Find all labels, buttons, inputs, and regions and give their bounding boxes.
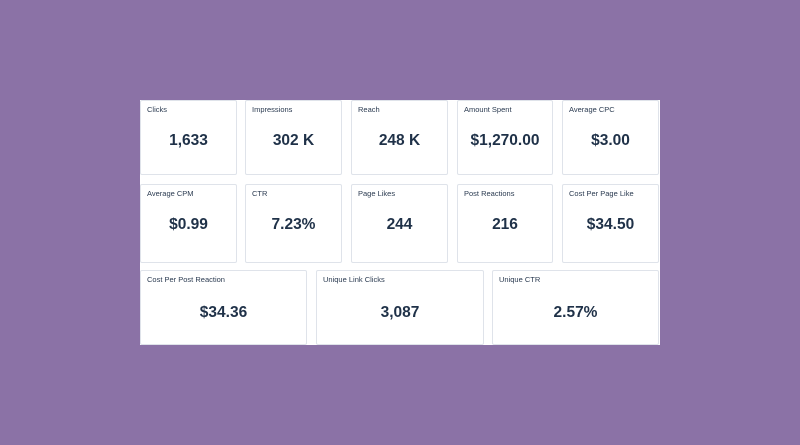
metric-value: $34.50 [586,216,635,233]
metric-card-post-reactions[interactable]: Post Reactions 216 [457,184,553,263]
metric-card-average-cpm[interactable]: Average CPM $0.99 [140,184,237,263]
metric-card-reach[interactable]: Reach 248 K [351,100,448,175]
metric-value: $3.00 [591,132,630,149]
metric-label: Reach [358,105,380,114]
metric-label: Impressions [252,105,293,114]
metric-card-cost-per-page-like[interactable]: Cost Per Page Like $34.50 [562,184,659,263]
metric-label: Unique CTR [499,275,541,284]
metric-card-clicks[interactable]: Clicks 1,633 [140,100,237,175]
metric-card-ctr[interactable]: CTR 7.23% [245,184,342,263]
metric-label: Page Likes [358,189,396,198]
metric-value: 2.57% [553,304,598,321]
metric-label: CTR [252,189,268,198]
metric-value: 3,087 [380,304,420,321]
metric-value: 244 [386,216,413,233]
metric-label: Cost Per Post Reaction [147,275,225,284]
metrics-dashboard-panel: Clicks 1,633 Impressions 302 K Reach 248… [140,100,660,345]
metric-value: 302 K [272,132,315,149]
metric-value: 248 K [378,132,421,149]
metric-card-cost-per-post-reaction[interactable]: Cost Per Post Reaction $34.36 [140,270,307,345]
metric-card-page-likes[interactable]: Page Likes 244 [351,184,448,263]
metric-value: $1,270.00 [470,132,540,149]
metric-value: 1,633 [169,132,208,149]
metric-value: 216 [492,216,518,233]
metric-value: $34.36 [199,304,248,321]
metric-label: Amount Spent [464,105,512,114]
metric-value: 7.23% [271,216,316,233]
metric-label: Average CPC [569,105,615,114]
metric-label: Cost Per Page Like [569,189,634,198]
metric-label: Post Reactions [464,189,515,198]
metric-value: $0.99 [169,216,208,233]
metric-label: Clicks [147,105,167,114]
metric-card-unique-link-clicks[interactable]: Unique Link Clicks 3,087 [316,270,484,345]
metric-label: Average CPM [147,189,194,198]
metric-label: Unique Link Clicks [323,275,385,284]
metric-card-unique-ctr[interactable]: Unique CTR 2.57% [492,270,659,345]
metric-card-impressions[interactable]: Impressions 302 K [245,100,342,175]
metric-card-average-cpc[interactable]: Average CPC $3.00 [562,100,659,175]
metric-card-amount-spent[interactable]: Amount Spent $1,270.00 [457,100,553,175]
